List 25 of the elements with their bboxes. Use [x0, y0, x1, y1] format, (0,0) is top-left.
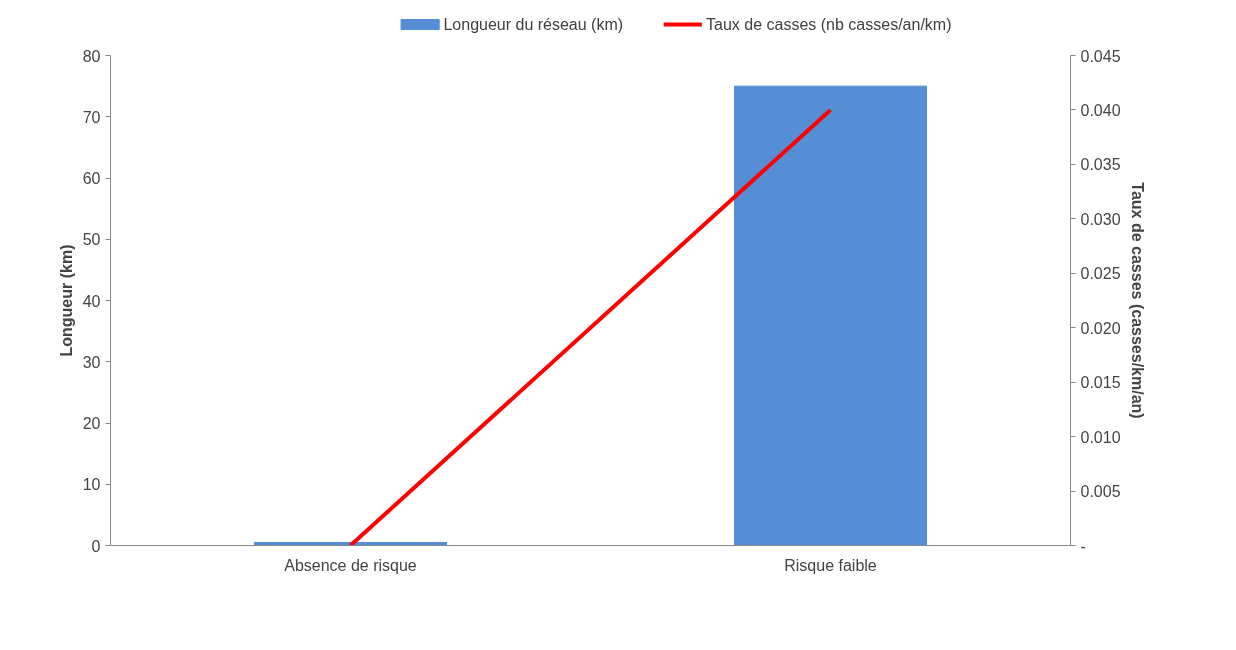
y-tick-label: 80	[82, 47, 101, 65]
y2-tick-label: 0.030	[1080, 210, 1121, 228]
y-tick-label: 60	[82, 170, 101, 187]
y-tick-label: 50	[82, 231, 101, 249]
y2-tick-label: 0.005	[1080, 483, 1121, 501]
y2-tick-label: 0.040	[1080, 101, 1121, 119]
x-tick-label: Absence de risque	[284, 556, 417, 574]
y-tick-label: 70	[82, 108, 101, 126]
legend-label: Longueur du réseau (km)	[443, 16, 624, 33]
y-tick-label: 40	[82, 292, 101, 310]
y2-tick-label: -	[1080, 537, 1086, 555]
y2-tick-label: 0.035	[1080, 156, 1121, 174]
x-tick-label: Risque faible	[784, 556, 877, 574]
y2-tick-label: 0.025	[1080, 265, 1121, 283]
legend-label: Taux de casses (nb casses/an/km)	[706, 16, 952, 33]
y2-tick-label: 0.010	[1080, 428, 1121, 446]
y-axis-title: Longueur (km)	[57, 244, 75, 357]
y-tick-label: 20	[82, 415, 101, 432]
y2-tick-label: 0.015	[1080, 374, 1121, 392]
y-tick-label: 30	[82, 353, 101, 371]
y2-tick-label: 0.020	[1080, 319, 1121, 337]
y2-tick-label: 0.045	[1080, 47, 1121, 65]
y2-axis-title: Taux de casses (casses/km/an)	[1128, 182, 1146, 419]
y-tick-label: 0	[91, 537, 101, 555]
y-tick-label: 10	[82, 476, 101, 494]
